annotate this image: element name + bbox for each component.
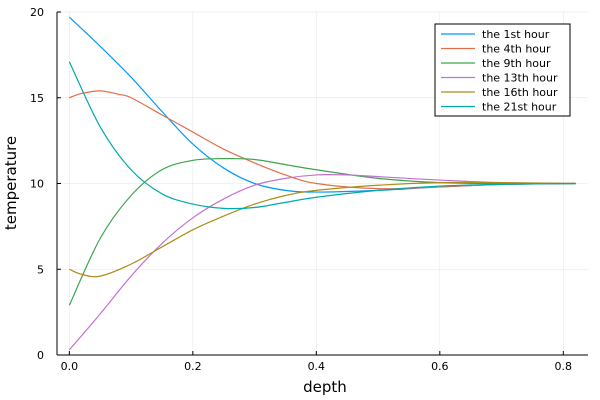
series-lines	[68, 16, 576, 351]
series-line-6	[68, 61, 576, 210]
legend-label: the 4th hour	[482, 43, 551, 56]
series-line-2	[69, 90, 576, 190]
axes	[56, 11, 588, 356]
tick-labels: 0.0 0.2 0.4 0.6 0.8 0 5 10 15 20	[30, 6, 572, 373]
legend-label: the 1st hour	[482, 28, 550, 41]
x-axis-label: depth	[303, 378, 347, 396]
y-tick-label: 0	[37, 349, 44, 362]
legend-label: the 13th hour	[482, 72, 558, 85]
x-tick-label: 0.8	[555, 360, 573, 373]
x-tick-label: 0.6	[431, 360, 449, 373]
legend-label: the 9th hour	[482, 57, 551, 70]
y-tick-label: 20	[30, 6, 44, 19]
y-tick-label: 5	[37, 263, 44, 276]
x-tick-label: 0.2	[184, 360, 202, 373]
y-tick-label: 15	[30, 92, 44, 105]
legend-label: the 21st hour	[482, 101, 557, 114]
x-tick-label: 0.4	[308, 360, 326, 373]
x-tick-label: 0.0	[61, 360, 79, 373]
y-axis-label: temperature	[2, 136, 20, 230]
y-tick-label: 10	[30, 178, 44, 191]
legend-label: the 16th hour	[482, 86, 558, 99]
legend-box	[434, 23, 571, 117]
series-line-4	[68, 173, 576, 351]
